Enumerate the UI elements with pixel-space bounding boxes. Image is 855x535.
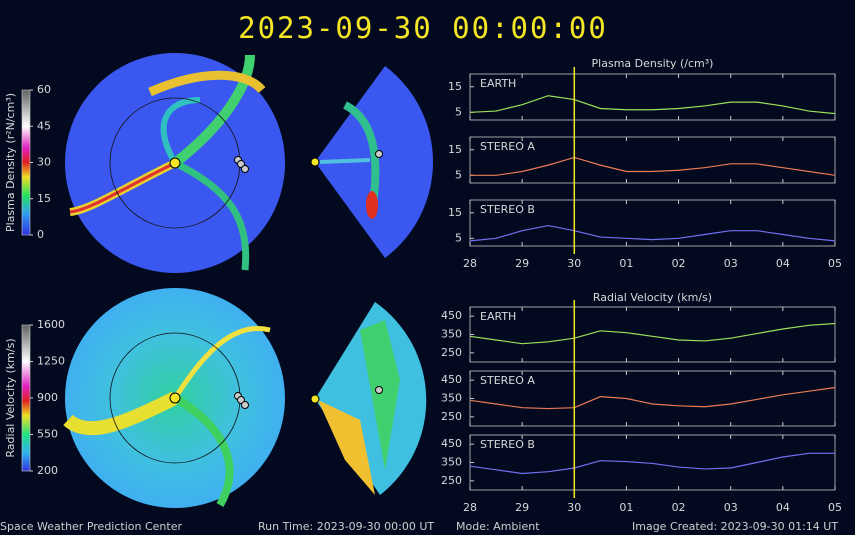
x-tick-label: 28 <box>463 257 477 270</box>
x-tick-label: 29 <box>515 501 529 514</box>
series-line <box>469 95 836 115</box>
colorbar-label: Radial Velocity (km/s) <box>4 338 17 457</box>
subplot-frame <box>469 199 836 247</box>
x-tick-label: 30 <box>567 257 581 270</box>
y-tick-label: 450 <box>441 309 462 322</box>
panel-title: Plasma Density (/cm³) <box>592 57 714 70</box>
x-tick-label: 30 <box>567 501 581 514</box>
y-tick-label: 5 <box>455 168 462 181</box>
colorbar-tick-label: 550 <box>37 428 58 441</box>
colorbar-tick-label: 45 <box>37 119 51 132</box>
colorbar-label: Plasma Density (r²N/cm³) <box>4 93 17 232</box>
x-tick-label: 04 <box>776 501 790 514</box>
y-tick-label: 450 <box>441 373 462 386</box>
footer-run-time: Run Time: 2023-09-30 00:00 UT <box>258 520 434 533</box>
footer-org: Space Weather Prediction Center <box>0 520 182 533</box>
y-tick-label: 250 <box>441 474 462 487</box>
x-tick-label: 03 <box>724 257 738 270</box>
subplot-frame <box>469 73 836 121</box>
y-tick-label: 350 <box>441 456 462 469</box>
series-line <box>469 386 836 410</box>
series-line <box>469 322 836 345</box>
subplot-frame <box>469 306 836 363</box>
colorbar-tick-label: 1600 <box>37 318 65 331</box>
series-label: STEREO A <box>480 140 535 153</box>
x-tick-label: 05 <box>828 501 842 514</box>
panel-title: Radial Velocity (km/s) <box>593 291 712 304</box>
x-tick-label: 02 <box>672 257 686 270</box>
footer-created: Image Created: 2023-09-30 01:14 UT <box>632 520 838 533</box>
colorbar-tick-label: 30 <box>37 156 51 169</box>
y-tick-label: 250 <box>441 410 462 423</box>
y-tick-label: 15 <box>448 206 462 219</box>
y-tick-label: 350 <box>441 328 462 341</box>
colorbar-tick-label: 1250 <box>37 355 65 368</box>
x-tick-label: 29 <box>515 257 529 270</box>
colorbar-tick-label: 15 <box>37 192 51 205</box>
footer-mode: Mode: Ambient <box>456 520 540 533</box>
series-line <box>469 452 835 475</box>
series-label: STEREO B <box>480 438 535 451</box>
subplot-frame <box>469 136 836 184</box>
y-tick-label: 5 <box>455 231 462 244</box>
velocity-polar-view <box>63 288 427 508</box>
series-label: EARTH <box>480 310 516 323</box>
y-tick-label: 450 <box>441 437 462 450</box>
x-tick-label: 02 <box>672 501 686 514</box>
colorbar-tick-label: 900 <box>37 391 58 404</box>
series-label: STEREO A <box>480 374 535 387</box>
y-tick-label: 5 <box>455 105 462 118</box>
colorbar <box>21 324 31 472</box>
colorbar <box>21 89 31 236</box>
x-tick-label: 01 <box>619 257 633 270</box>
x-tick-label: 04 <box>776 257 790 270</box>
y-tick-label: 250 <box>441 346 462 359</box>
x-tick-label: 05 <box>828 257 842 270</box>
colorbar-tick-label: 200 <box>37 464 58 477</box>
colorbar-tick-label: 0 <box>37 228 44 241</box>
density-polar-view <box>65 53 434 273</box>
y-tick-label: 15 <box>448 80 462 93</box>
series-line <box>469 224 836 242</box>
x-tick-label: 01 <box>619 501 633 514</box>
y-tick-label: 350 <box>441 392 462 405</box>
title: 2023-09-30 00:00:00 <box>238 11 608 45</box>
series-line <box>470 156 836 176</box>
x-tick-label: 28 <box>463 501 477 514</box>
series-label: EARTH <box>480 77 516 90</box>
x-tick-label: 03 <box>724 501 738 514</box>
series-label: STEREO B <box>480 203 535 216</box>
colorbar-tick-label: 60 <box>37 83 51 96</box>
y-tick-label: 15 <box>448 143 462 156</box>
